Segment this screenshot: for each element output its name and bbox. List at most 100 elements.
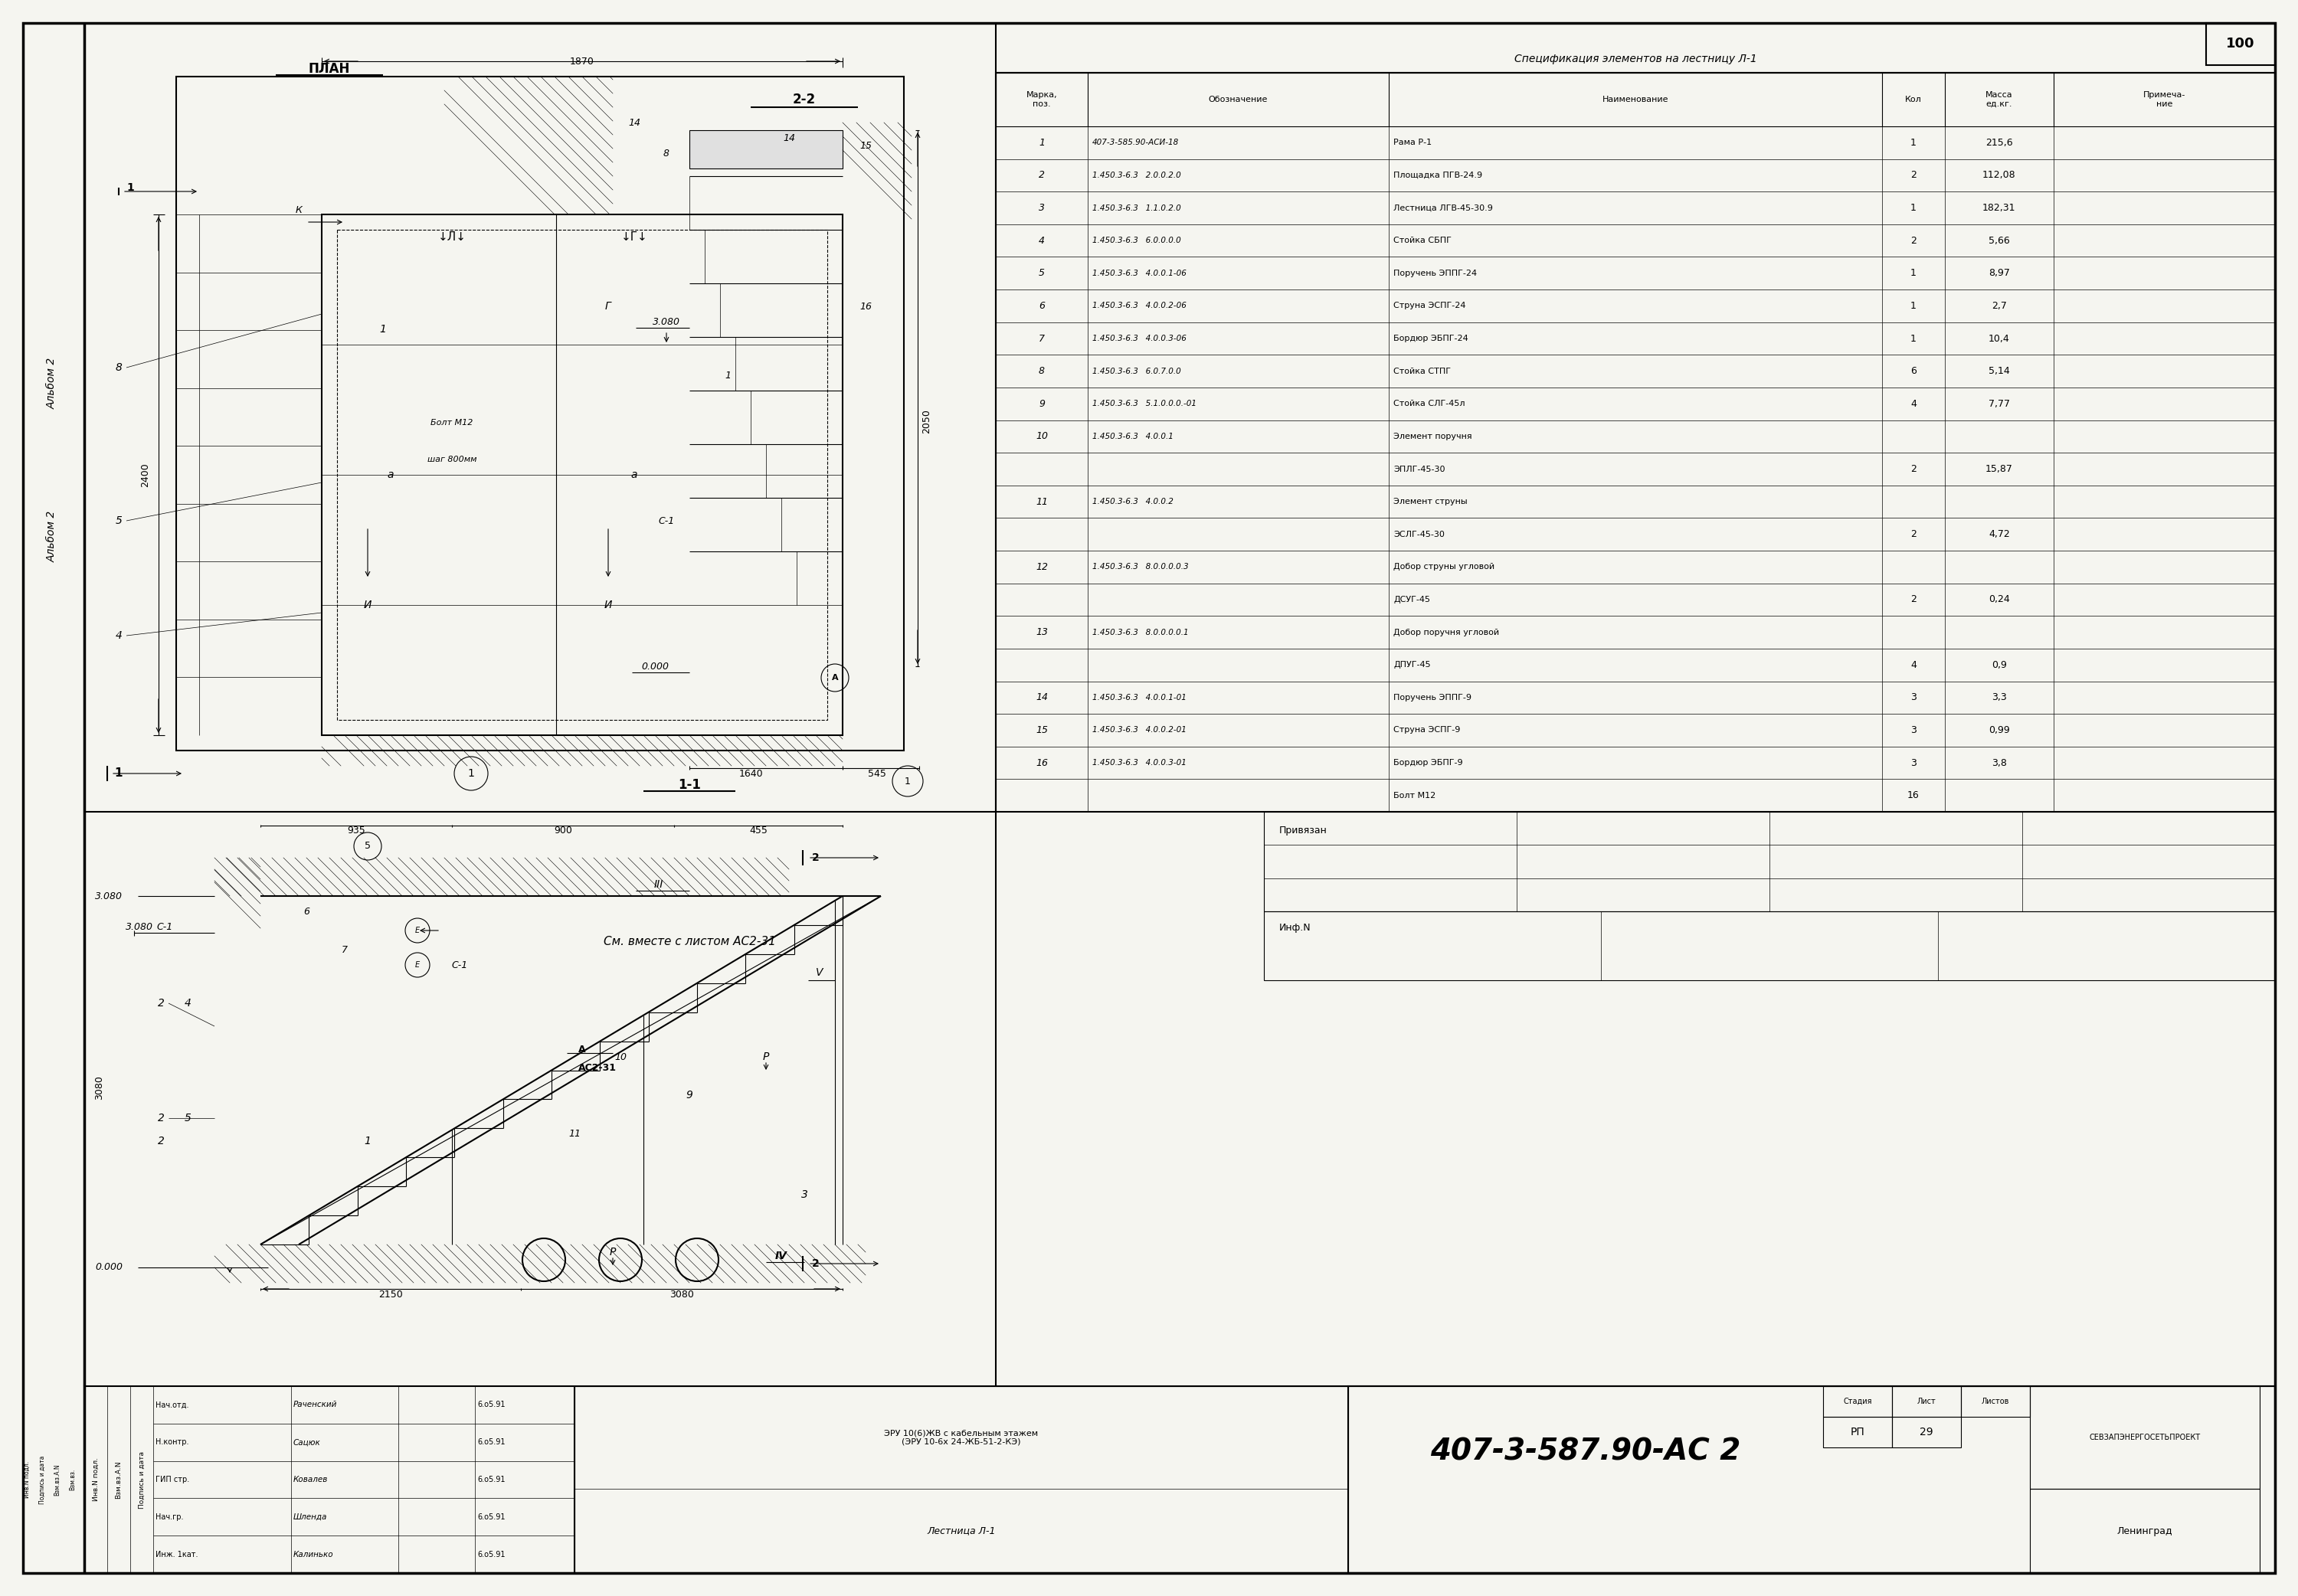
Text: 29: 29: [1919, 1427, 1933, 1438]
Text: Лестница Л-1: Лестница Л-1: [926, 1526, 995, 1535]
Text: Инж. 1кат.: Инж. 1кат.: [156, 1550, 198, 1558]
Text: Элемент поручня: Элемент поручня: [1393, 433, 1473, 440]
Text: 8: 8: [1039, 365, 1046, 377]
Bar: [85, 1387, 2275, 1574]
Text: 2,7: 2,7: [1992, 302, 2006, 311]
Text: Калинько: Калинько: [294, 1550, 333, 1558]
Text: шаг 800мм: шаг 800мм: [427, 455, 476, 463]
Text: Марка,
поз.: Марка, поз.: [1027, 91, 1057, 109]
Bar: [995, 73, 2275, 126]
Text: 1.450.3-6.3   4.0.0.2: 1.450.3-6.3 4.0.0.2: [1092, 498, 1174, 506]
Text: 8: 8: [115, 362, 122, 373]
Text: 14: 14: [784, 132, 795, 142]
Text: 1: 1: [1039, 137, 1046, 148]
Text: 935: 935: [347, 827, 365, 836]
Bar: [995, 73, 2275, 812]
Text: Стадия: Стадия: [1843, 1398, 1873, 1406]
Text: Ленинград: Ленинград: [2116, 1526, 2172, 1535]
Text: 215,6: 215,6: [1985, 137, 2013, 148]
Text: 15: 15: [859, 140, 871, 150]
Text: 100: 100: [2227, 37, 2254, 51]
Text: Инф.N: Инф.N: [1280, 922, 1312, 932]
Text: Бордюр ЭБПГ-24: Бордюр ЭБПГ-24: [1393, 335, 1468, 343]
Text: Поручень ЭППГ-9: Поручень ЭППГ-9: [1393, 694, 1471, 701]
Text: 0,24: 0,24: [1988, 595, 2011, 605]
Text: 5,66: 5,66: [1988, 236, 2011, 246]
Text: 1.450.3-6.3   4.0.0.1: 1.450.3-6.3 4.0.0.1: [1092, 433, 1174, 440]
Bar: [1264, 911, 2275, 980]
Text: 10: 10: [1036, 431, 1048, 442]
Text: СЕВЗАПЭНЕРГОСЕТЬПРОЕКТ: СЕВЗАПЭНЕРГОСЕТЬПРОЕКТ: [2089, 1433, 2201, 1441]
Text: 3,8: 3,8: [1992, 758, 2006, 768]
Text: 2050: 2050: [921, 409, 933, 434]
Text: 1: 1: [469, 768, 473, 779]
Text: 2: 2: [811, 1258, 820, 1269]
Text: 1.450.3-6.3   5.1.0.0.0.-01: 1.450.3-6.3 5.1.0.0.0.-01: [1092, 401, 1197, 407]
Text: 1: 1: [724, 370, 731, 380]
Text: РП: РП: [1850, 1427, 1864, 1438]
Bar: [1891, 1417, 1960, 1448]
Text: 8: 8: [664, 148, 669, 158]
Text: ↓Г↓: ↓Г↓: [620, 231, 648, 243]
Text: 1: 1: [126, 182, 133, 193]
Text: 7,77: 7,77: [1988, 399, 2011, 409]
Text: ДПУГ-45: ДПУГ-45: [1393, 661, 1432, 669]
Text: 2: 2: [1910, 464, 1917, 474]
Text: 407-3-585.90-АСИ-18: 407-3-585.90-АСИ-18: [1092, 139, 1179, 147]
Text: 1.450.3-6.3   6.0.7.0.0: 1.450.3-6.3 6.0.7.0.0: [1092, 367, 1181, 375]
Bar: [1264, 812, 2275, 911]
Text: Наименование: Наименование: [1602, 96, 1668, 104]
Text: 7: 7: [1039, 334, 1046, 343]
Text: Альбом 2: Альбом 2: [46, 511, 57, 562]
Text: Подпись и дата: Подпись и дата: [138, 1451, 145, 1508]
Text: Поручень ЭППГ-24: Поручень ЭППГ-24: [1393, 270, 1478, 278]
Text: 0,9: 0,9: [1992, 659, 2006, 670]
Text: 2150: 2150: [379, 1290, 402, 1299]
Text: 2: 2: [159, 1112, 163, 1124]
Text: 1.450.3-6.3   4.0.0.1-06: 1.450.3-6.3 4.0.0.1-06: [1092, 270, 1186, 278]
Text: 112,08: 112,08: [1983, 171, 2015, 180]
Text: Стойка СТПГ: Стойка СТПГ: [1393, 367, 1450, 375]
Text: Сацюк: Сацюк: [294, 1438, 322, 1446]
Text: 4: 4: [1910, 399, 1917, 409]
Text: Спецификация элементов на лестницу Л-1: Спецификация элементов на лестницу Л-1: [1514, 54, 1756, 64]
Text: 3.080: 3.080: [653, 316, 680, 327]
Text: Привязан: Привязан: [1280, 825, 1328, 836]
Text: Инв.N подл.: Инв.N подл.: [23, 1462, 30, 1499]
Text: ГИП стр.: ГИП стр.: [156, 1476, 188, 1483]
Text: Р: Р: [609, 1246, 616, 1258]
Text: 2: 2: [1910, 530, 1917, 539]
Text: Взм.вз.А.N: Взм.вз.А.N: [55, 1464, 60, 1495]
Text: 2: 2: [159, 998, 163, 1009]
Text: Рама Р-1: Рама Р-1: [1393, 139, 1432, 147]
Text: 1: 1: [379, 324, 386, 335]
Text: 15,87: 15,87: [1985, 464, 2013, 474]
Text: IV: IV: [774, 1251, 788, 1261]
Text: Стойка СБПГ: Стойка СБПГ: [1393, 236, 1452, 244]
Text: 0,99: 0,99: [1988, 725, 2011, 736]
Text: 1.450.3-6.3   4.0.0.2-01: 1.450.3-6.3 4.0.0.2-01: [1092, 726, 1186, 734]
Text: 3: 3: [1910, 758, 1917, 768]
Text: 1: 1: [1910, 302, 1917, 311]
Text: Болт M12: Болт M12: [1393, 792, 1436, 800]
Text: 545: 545: [869, 769, 887, 779]
Text: Шленда: Шленда: [294, 1513, 326, 1521]
Text: 12: 12: [1036, 562, 1048, 571]
Text: Cм. вместе с листом АС2-31: Cм. вместе с листом АС2-31: [604, 937, 774, 948]
Bar: [338, 230, 827, 720]
Text: 1: 1: [905, 776, 910, 787]
Text: 1.450.3-6.3   2.0.0.2.0: 1.450.3-6.3 2.0.0.2.0: [1092, 171, 1181, 179]
Text: 1.450.3-6.3   4.0.0.2-06: 1.450.3-6.3 4.0.0.2-06: [1092, 302, 1186, 310]
Bar: [2029, 1387, 2259, 1489]
Text: 2-2: 2-2: [793, 93, 816, 107]
Text: Обозначение: Обозначение: [1209, 96, 1268, 104]
Text: 2: 2: [1910, 236, 1917, 246]
Text: Кол: Кол: [1905, 96, 1921, 104]
Text: Струна ЭСПГ-9: Струна ЭСПГ-9: [1393, 726, 1459, 734]
Text: 6.о5.91: 6.о5.91: [478, 1476, 506, 1483]
Text: Р: Р: [763, 1052, 770, 1063]
Text: Примеча-
ние: Примеча- ние: [2144, 91, 2185, 109]
Text: 9: 9: [687, 1090, 692, 1101]
Text: 1.450.3-6.3   8.0.0.0.0.1: 1.450.3-6.3 8.0.0.0.0.1: [1092, 629, 1188, 637]
Text: 4: 4: [1910, 659, 1917, 670]
